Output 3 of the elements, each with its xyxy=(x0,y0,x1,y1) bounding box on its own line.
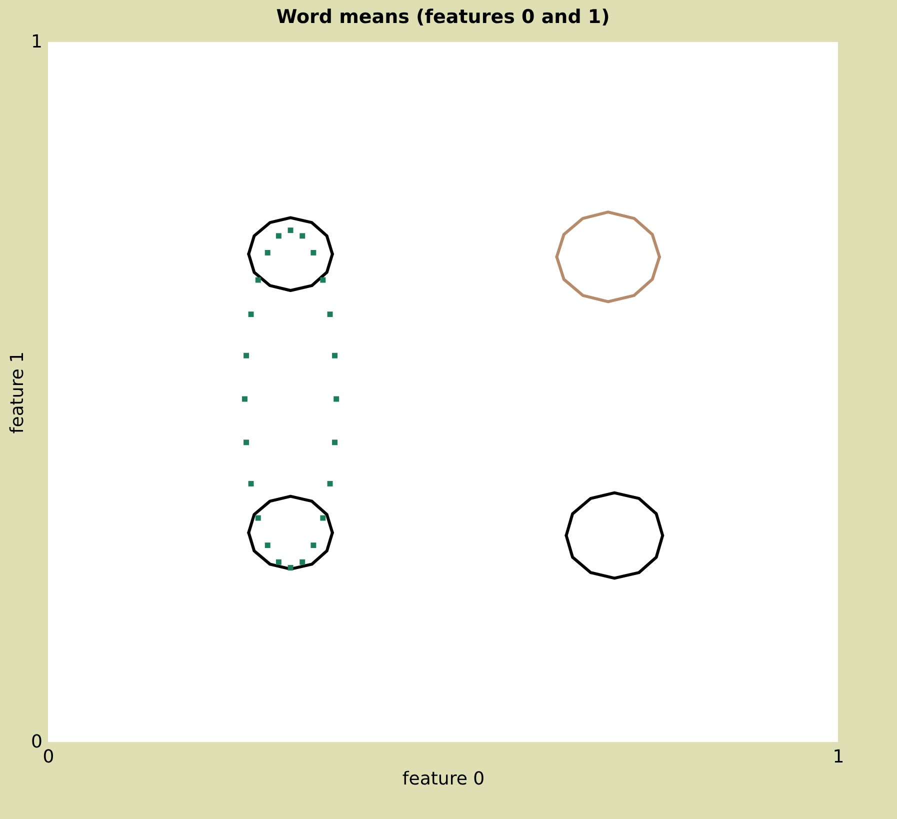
chart-title: Word means (features 0 and 1) xyxy=(276,6,610,28)
x-axis-title: feature 0 xyxy=(402,768,485,790)
y-axis-title: feature 1 xyxy=(7,351,28,434)
